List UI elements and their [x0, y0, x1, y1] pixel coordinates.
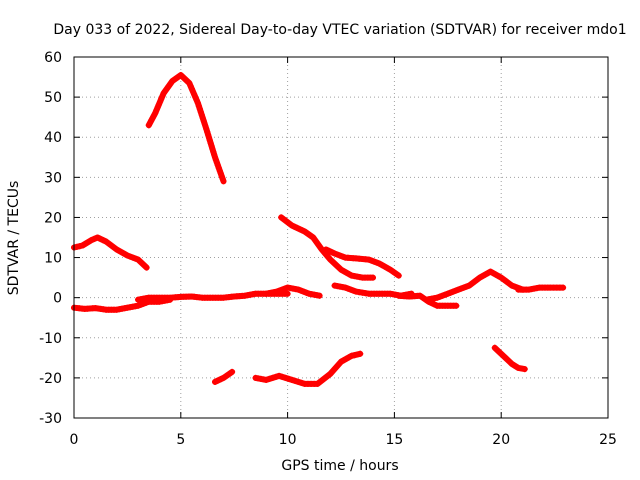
y-tick-label: -20 [39, 371, 62, 387]
x-tick-labels: 0 5 10 15 20 25 [70, 432, 617, 448]
series-markers [252, 350, 364, 387]
x-tick-label: 25 [599, 432, 617, 448]
y-tick-label: 50 [44, 90, 62, 106]
x-tick-label: 0 [70, 432, 79, 448]
series-arc-descending [278, 214, 376, 281]
y-axis-label: SDTVAR / TECUs [6, 181, 22, 296]
series-markers [323, 246, 402, 279]
y-tick-label: -10 [39, 331, 62, 347]
chart-title: Day 033 of 2022, Sidereal Day-to-day VTE… [53, 22, 626, 38]
series-markers [263, 284, 323, 299]
series-markers [423, 268, 526, 303]
series-arc-hump [423, 268, 526, 303]
data-series [71, 72, 567, 387]
x-tick-label: 15 [385, 432, 403, 448]
series-arc-near-zero-mid [135, 290, 291, 303]
series-arc-tail [515, 284, 567, 293]
series-arc-peak [145, 72, 227, 185]
y-tick-label: 60 [44, 50, 62, 66]
series-markers [515, 284, 567, 293]
series-markers [212, 368, 236, 385]
plot-frame [73, 56, 609, 419]
y-tick-labels: -30 -20 -10 0 10 20 30 40 50 60 [39, 50, 62, 427]
x-tick-label: 10 [279, 432, 297, 448]
series-markers [491, 344, 528, 373]
y-tick-label: 20 [44, 210, 62, 226]
x-tick-label: 20 [492, 432, 510, 448]
y-tick-label: 40 [44, 130, 62, 146]
y-tick-label: 10 [44, 251, 62, 267]
series-arc-early-positive [71, 234, 150, 271]
series-markers [71, 234, 150, 271]
y-tick-label: 30 [44, 170, 62, 186]
series-arc-low-a [212, 368, 236, 385]
series-markers [145, 72, 227, 185]
series-line [145, 72, 227, 185]
series-arc-low-b [252, 350, 364, 387]
series-markers [395, 292, 460, 309]
series-arc-low-late [491, 344, 528, 373]
x-axis-label: GPS time / hours [281, 458, 398, 474]
series-arc-mid-small [263, 284, 323, 299]
y-tick-label: 0 [53, 291, 62, 307]
series-arc-plateau [323, 246, 402, 279]
series-markers [278, 214, 376, 281]
y-tick-label: -30 [39, 411, 62, 427]
x-tick-label: 5 [176, 432, 185, 448]
